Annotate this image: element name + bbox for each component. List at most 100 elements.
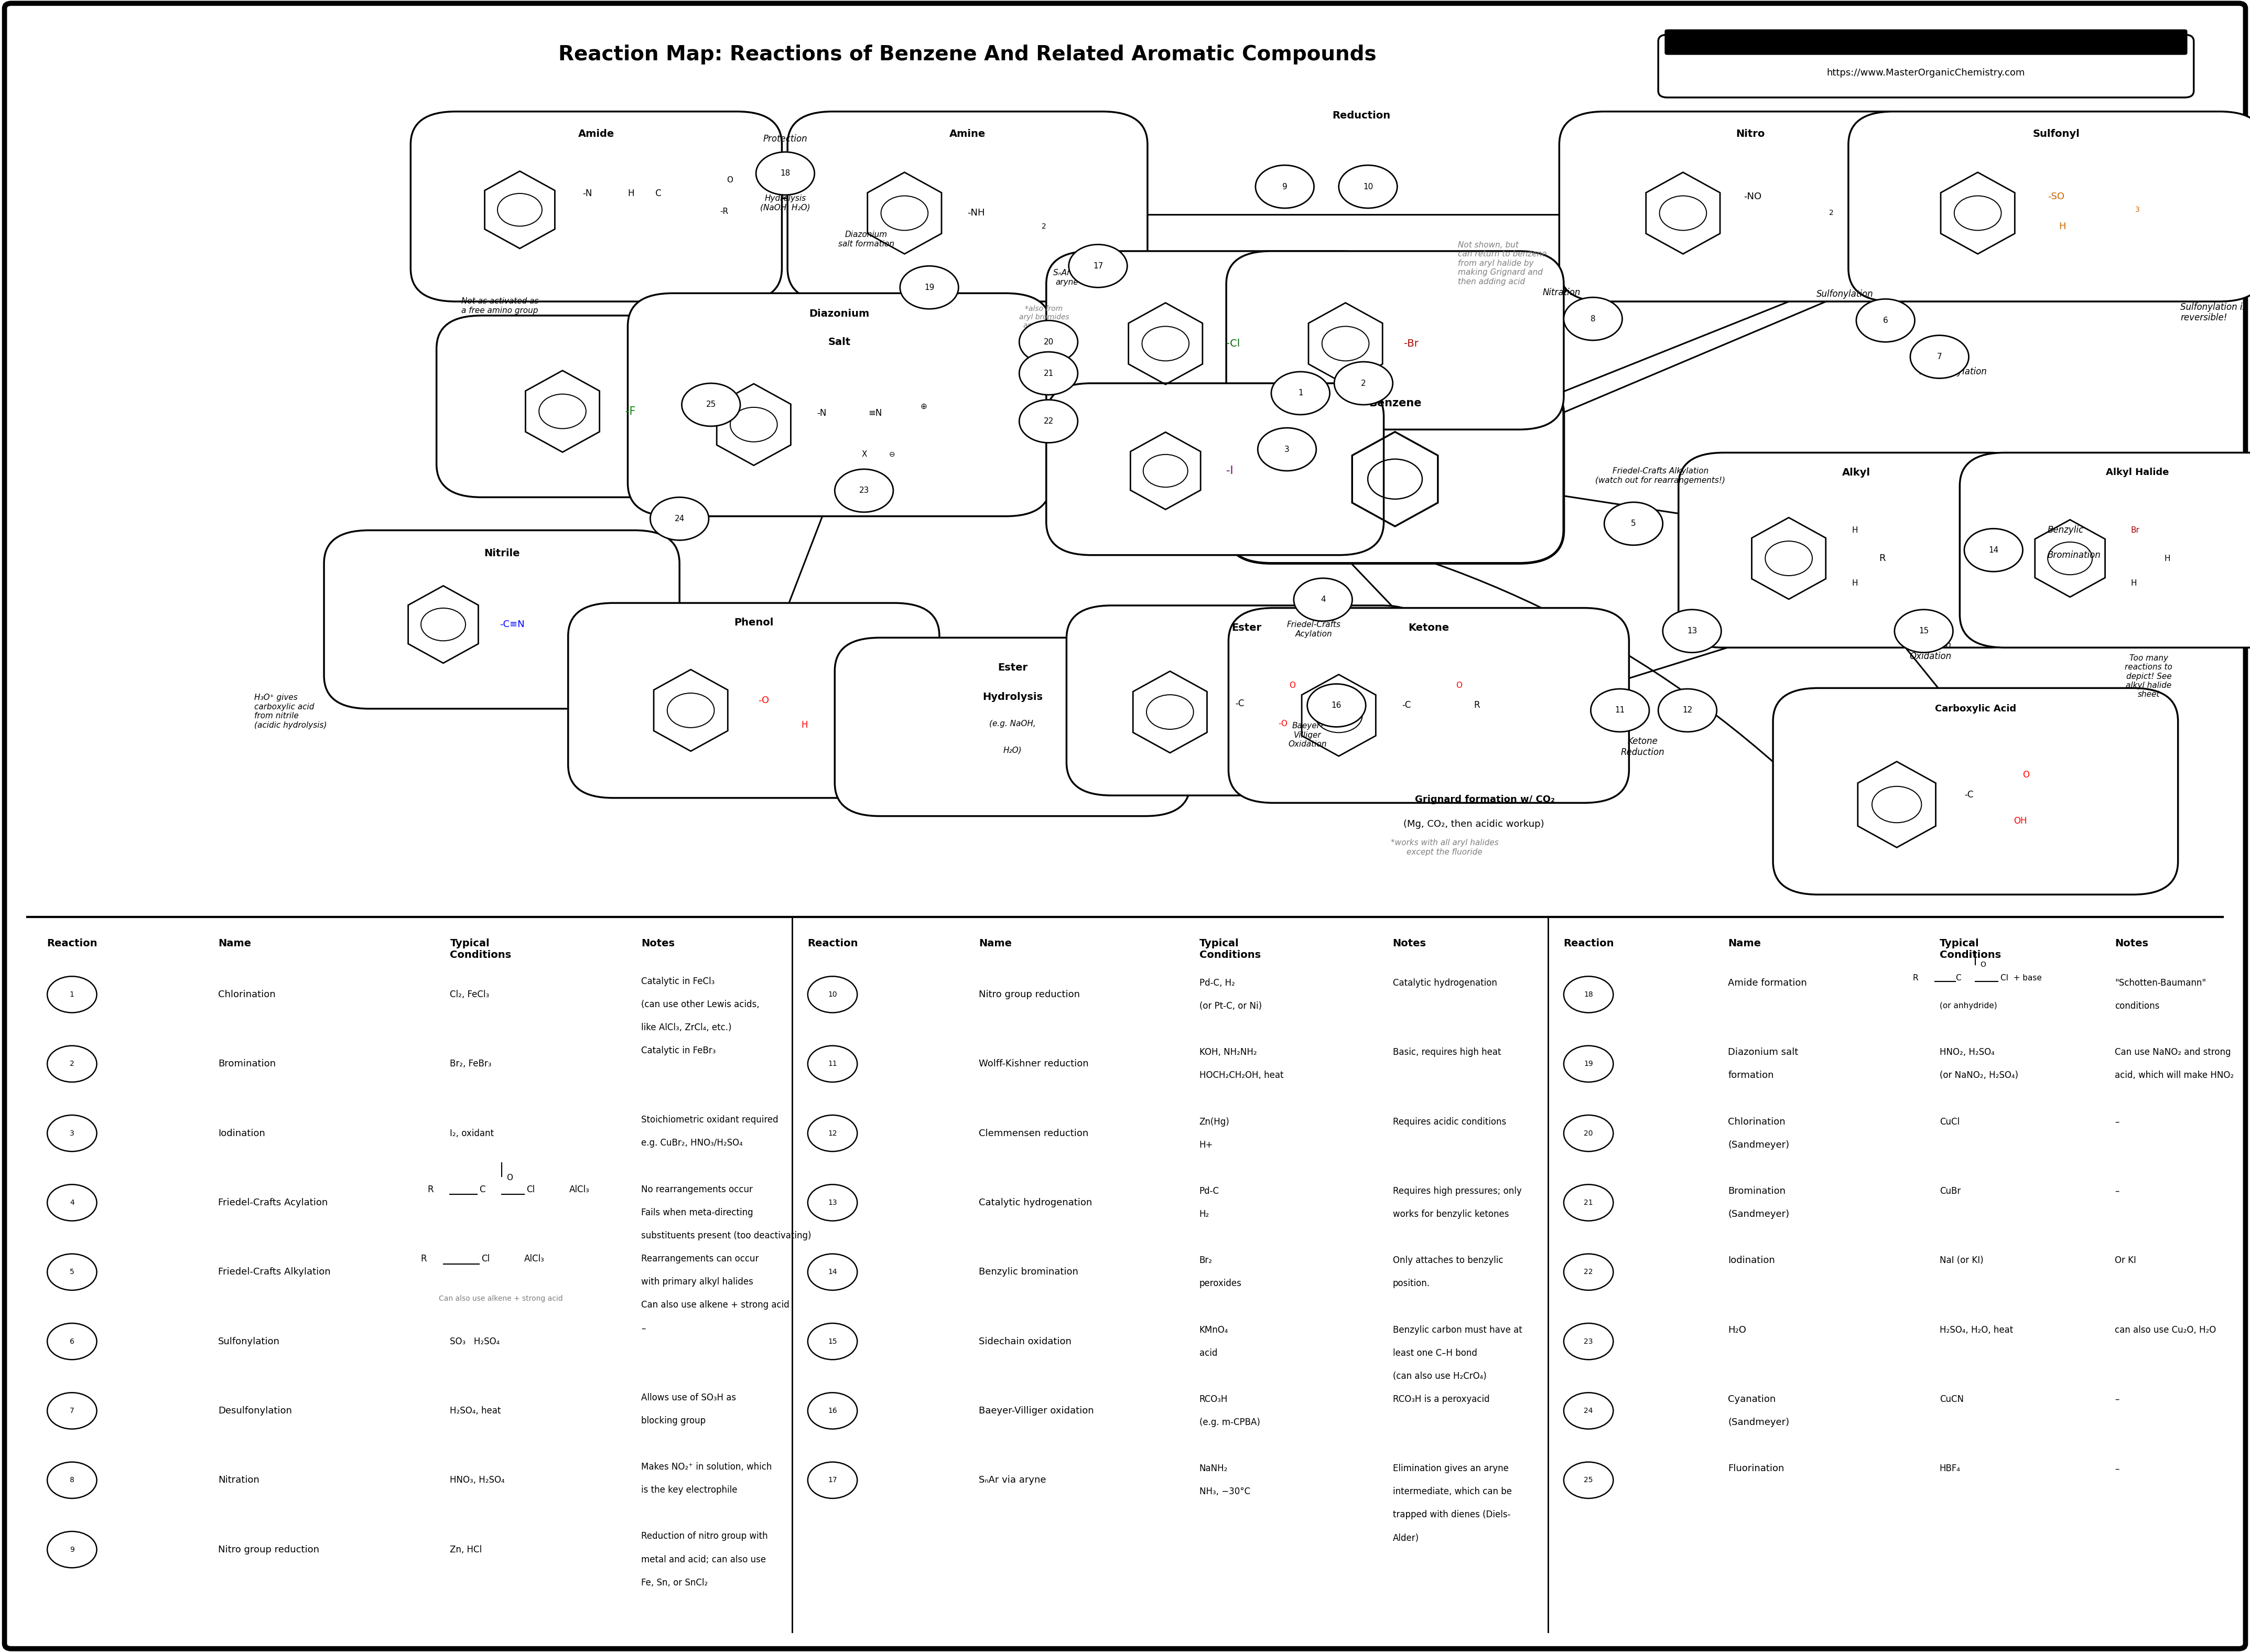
- Text: Fails when meta-directing: Fails when meta-directing: [641, 1208, 754, 1218]
- Text: CuCl: CuCl: [1939, 1117, 1960, 1127]
- Text: Amide formation: Amide formation: [1728, 978, 1807, 988]
- Text: Elimination gives an aryne: Elimination gives an aryne: [1393, 1464, 1508, 1474]
- Text: No rearrangements occur: No rearrangements occur: [641, 1184, 754, 1194]
- Text: Not shown, but
can return to benzene
from aryl halide by
making Grignard and
the: Not shown, but can return to benzene fro…: [1458, 241, 1546, 286]
- Text: Can also use alkene + strong acid: Can also use alkene + strong acid: [641, 1300, 790, 1310]
- FancyBboxPatch shape: [787, 112, 1148, 301]
- Text: Reaction: Reaction: [47, 938, 97, 948]
- Text: 10: 10: [1363, 183, 1372, 190]
- Text: R: R: [1879, 553, 1885, 563]
- Text: 22: 22: [1044, 418, 1053, 425]
- Text: ≡N: ≡N: [868, 408, 882, 418]
- Text: H: H: [801, 720, 808, 730]
- Text: Typical
Conditions: Typical Conditions: [450, 938, 511, 960]
- Text: 3: 3: [70, 1130, 74, 1137]
- Text: 24: 24: [675, 515, 684, 522]
- Circle shape: [808, 1393, 857, 1429]
- Text: Sulfonyl: Sulfonyl: [2034, 129, 2079, 139]
- Text: –: –: [2115, 1394, 2119, 1404]
- FancyBboxPatch shape: [1228, 608, 1629, 803]
- Text: 5: 5: [1631, 520, 1636, 527]
- Text: H: H: [628, 188, 634, 198]
- Text: Br₂: Br₂: [1199, 1256, 1213, 1265]
- Text: (can also use H₂CrO₄): (can also use H₂CrO₄): [1393, 1371, 1487, 1381]
- Text: 20: 20: [1584, 1130, 1593, 1137]
- Text: 18: 18: [781, 170, 790, 177]
- Text: e.g. CuBr₂, HNO₃/H₂SO₄: e.g. CuBr₂, HNO₃/H₂SO₄: [641, 1138, 742, 1148]
- Text: (Sandmeyer): (Sandmeyer): [1728, 1417, 1789, 1427]
- Text: OH: OH: [2014, 816, 2027, 826]
- Text: Iodination: Iodination: [218, 1128, 265, 1138]
- Text: Diazonium salt: Diazonium salt: [1728, 1047, 1798, 1057]
- Circle shape: [1591, 689, 1649, 732]
- FancyBboxPatch shape: [567, 603, 938, 798]
- Text: 7: 7: [70, 1408, 74, 1414]
- Circle shape: [1307, 684, 1366, 727]
- Text: Diazonium
salt formation: Diazonium salt formation: [839, 231, 893, 248]
- Text: Cl: Cl: [481, 1254, 490, 1264]
- FancyBboxPatch shape: [1226, 251, 1564, 430]
- Text: 19: 19: [1584, 1061, 1593, 1067]
- Text: Can also use alkene + strong acid: Can also use alkene + strong acid: [439, 1295, 562, 1302]
- Text: position.: position.: [1393, 1279, 1431, 1289]
- Text: -R: -R: [720, 208, 729, 215]
- FancyBboxPatch shape: [1226, 382, 1564, 563]
- Text: O: O: [2023, 770, 2030, 780]
- Circle shape: [1564, 1393, 1613, 1429]
- Text: Name: Name: [218, 938, 252, 948]
- Circle shape: [47, 976, 97, 1013]
- Text: Amide: Amide: [578, 129, 614, 139]
- FancyBboxPatch shape: [1665, 30, 2187, 55]
- Text: 15: 15: [828, 1338, 837, 1345]
- Text: (e.g. m-CPBA): (e.g. m-CPBA): [1199, 1417, 1260, 1427]
- Text: CuBr: CuBr: [1939, 1186, 1960, 1196]
- Text: Allows use of SO₃H as: Allows use of SO₃H as: [641, 1393, 736, 1403]
- Text: Sulfonylation: Sulfonylation: [218, 1336, 279, 1346]
- Text: Nitro: Nitro: [1737, 129, 1764, 139]
- Text: -C: -C: [1235, 699, 1244, 709]
- Text: Cl₂, FeCl₃: Cl₂, FeCl₃: [450, 990, 490, 999]
- Circle shape: [1564, 1184, 1613, 1221]
- Text: Cl  + base: Cl + base: [2000, 975, 2041, 981]
- Text: Name: Name: [979, 938, 1012, 948]
- Text: 16: 16: [1332, 702, 1341, 709]
- Circle shape: [1658, 689, 1717, 732]
- Text: 17: 17: [828, 1477, 837, 1483]
- Text: O: O: [727, 177, 733, 183]
- Text: H: H: [2164, 555, 2171, 562]
- Text: 25: 25: [706, 401, 716, 408]
- Text: O: O: [1456, 682, 1462, 689]
- Text: Fluorination: Fluorination: [1728, 1464, 1784, 1474]
- Text: Sulfonylation: Sulfonylation: [1816, 289, 1874, 299]
- Text: Nitro group reduction: Nitro group reduction: [218, 1545, 319, 1555]
- Text: 2: 2: [1042, 223, 1046, 230]
- Text: Chlorination: Chlorination: [1728, 1117, 1786, 1127]
- Text: (Sandmeyer): (Sandmeyer): [1728, 1209, 1789, 1219]
- Text: Name: Name: [1728, 938, 1762, 948]
- Text: Baeyer-
Villiger
Oxidation: Baeyer- Villiger Oxidation: [1287, 722, 1327, 748]
- Circle shape: [1856, 299, 1915, 342]
- Text: like AlCl₃, ZrCl₄, etc.): like AlCl₃, ZrCl₄, etc.): [641, 1023, 731, 1032]
- Circle shape: [1258, 428, 1316, 471]
- Circle shape: [1564, 1115, 1613, 1151]
- Text: Rearrangements can occur: Rearrangements can occur: [641, 1254, 758, 1264]
- Text: Bromination: Bromination: [1728, 1186, 1786, 1196]
- Text: Zn(Hg): Zn(Hg): [1199, 1117, 1228, 1127]
- Circle shape: [900, 266, 958, 309]
- Text: R: R: [1912, 975, 1917, 981]
- Text: CuCN: CuCN: [1939, 1394, 1964, 1404]
- FancyBboxPatch shape: [412, 112, 783, 301]
- Text: 1: 1: [70, 991, 74, 998]
- FancyBboxPatch shape: [1678, 453, 2034, 648]
- Text: 3: 3: [2135, 206, 2140, 213]
- Text: Iodination: Iodination: [1728, 1256, 1775, 1265]
- Text: Ester: Ester: [997, 662, 1028, 672]
- Text: Stoichiometric oxidant required: Stoichiometric oxidant required: [641, 1115, 778, 1125]
- FancyBboxPatch shape: [1849, 112, 2250, 301]
- Text: Reduction of nitro group with: Reduction of nitro group with: [641, 1531, 767, 1541]
- Text: Notes: Notes: [2115, 938, 2149, 948]
- Text: *also from
aryl bromides
and iodides: *also from aryl bromides and iodides: [1019, 306, 1069, 329]
- Text: C: C: [1955, 975, 1960, 981]
- Text: Bromination: Bromination: [218, 1059, 277, 1069]
- Text: Typical
Conditions: Typical Conditions: [1939, 938, 2000, 960]
